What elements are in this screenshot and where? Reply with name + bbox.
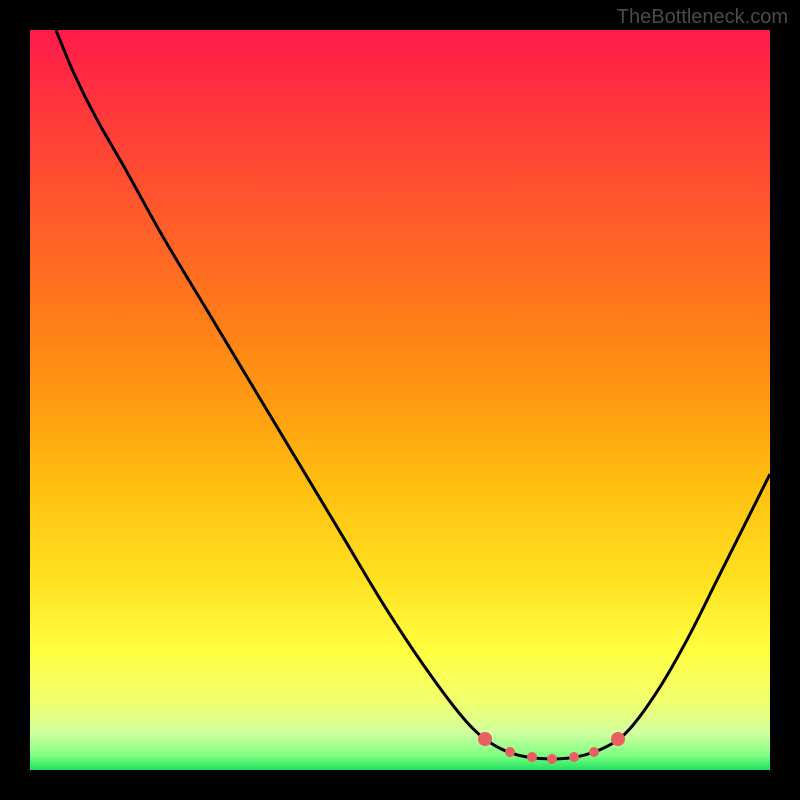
bottleneck-curve [56, 30, 770, 759]
curve-layer [30, 30, 770, 770]
data-marker [527, 752, 537, 762]
data-marker [478, 732, 492, 746]
data-marker [569, 752, 579, 762]
data-marker [505, 747, 515, 757]
watermark-text: TheBottleneck.com [617, 6, 788, 29]
data-marker [611, 732, 625, 746]
data-marker [589, 747, 599, 757]
plot-area [30, 30, 770, 770]
data-marker [547, 754, 557, 764]
